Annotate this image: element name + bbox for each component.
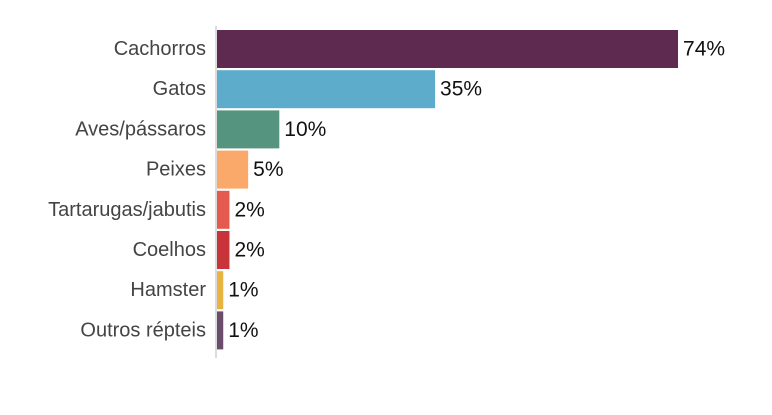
bar-tartarugas-jabutis xyxy=(217,190,230,229)
value-label-hamster: 1% xyxy=(228,279,258,302)
value-label-coelhos: 2% xyxy=(234,239,264,262)
category-label-coelhos: Coelhos xyxy=(133,239,206,261)
labels-layer: Cachorros 74% Gatos 35% Aves/pássaros 10% Peix… xyxy=(48,38,725,342)
bars-layer xyxy=(217,30,679,350)
category-label-cachorros: Cachorros xyxy=(114,38,206,60)
bar-gatos xyxy=(217,70,436,109)
value-label-outros-repteis: 1% xyxy=(228,319,258,342)
category-label-peixes: Peixes xyxy=(146,159,206,181)
bar-outros-repteis xyxy=(217,311,224,350)
value-label-aves-passaros: 10% xyxy=(284,118,326,141)
category-label-gatos: Gatos xyxy=(153,78,206,100)
bar-coelhos xyxy=(217,231,230,269)
value-label-peixes: 5% xyxy=(253,158,283,181)
bar-cachorros xyxy=(217,30,679,68)
bar-hamster xyxy=(217,271,224,310)
category-label-tartarugas-jabutis: Tartarugas/jabutis xyxy=(48,199,206,221)
bar-peixes xyxy=(217,150,249,189)
value-label-gatos: 35% xyxy=(440,78,482,101)
bar-aves-passaros xyxy=(217,110,280,149)
category-label-outros-repteis: Outros répteis xyxy=(80,319,206,341)
category-label-aves-passaros: Aves/pássaros xyxy=(75,118,206,140)
value-label-tartarugas-jabutis: 2% xyxy=(234,198,264,221)
value-label-cachorros: 74% xyxy=(683,38,725,61)
category-label-hamster: Hamster xyxy=(130,279,206,301)
